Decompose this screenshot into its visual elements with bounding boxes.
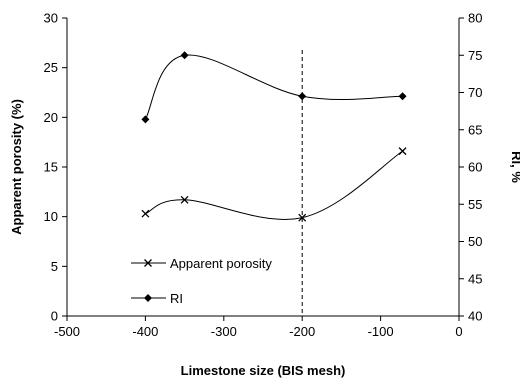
legend-marker-apparent-porosity — [144, 259, 152, 267]
y-right-tick-label: 55 — [468, 197, 482, 212]
series-group — [141, 51, 407, 222]
x-axis-title: Limestone size (BIS mesh) — [181, 363, 346, 378]
y-left-tick-label: 0 — [51, 309, 58, 324]
legend-label-ri: RI — [170, 291, 183, 306]
axes — [66, 18, 460, 317]
y-right-tick-label: 45 — [468, 271, 482, 286]
y-left-tick-label: 30 — [44, 11, 58, 26]
x-tick-label: -200 — [289, 324, 315, 339]
y-left-tick-label: 25 — [44, 60, 58, 75]
data-point-ri — [298, 92, 307, 101]
series-line-apparent-porosity — [145, 150, 403, 220]
legend: Apparent porosity RI — [131, 256, 272, 306]
y-left-tick-label: 10 — [44, 209, 58, 224]
x-tick-label: -300 — [211, 324, 237, 339]
y-axis-title-left: Apparent porosity (%) — [9, 99, 24, 235]
ticks: -500 -400 -300 -200 -100 0 0 5 10 15 20 25 30 40 45 50 5… — [44, 11, 483, 340]
x-tick-label: 0 — [455, 324, 462, 339]
x-tick-label: -100 — [368, 324, 394, 339]
x-tick-label: -400 — [132, 324, 158, 339]
y-right-tick-label: 75 — [468, 48, 482, 63]
data-point-ri — [180, 51, 189, 60]
y-right-tick-label: 80 — [468, 11, 482, 26]
x-tick-label: -500 — [54, 324, 80, 339]
series-line-ri — [144, 54, 403, 120]
y-left-tick-label: 20 — [44, 110, 58, 125]
y-right-tick-label: 40 — [468, 309, 482, 324]
data-point-apparent-porosity — [398, 147, 407, 156]
y-right-tick-label: 50 — [468, 234, 482, 249]
y-right-tick-label: 70 — [468, 85, 482, 100]
legend-label-apparent-porosity: Apparent porosity — [170, 256, 272, 271]
y-axis-title-right: RI, % — [509, 151, 520, 183]
data-point-apparent-porosity — [180, 195, 189, 204]
y-left-tick-label: 5 — [51, 259, 58, 274]
data-point-apparent-porosity — [141, 209, 150, 218]
y-left-tick-label: 15 — [44, 160, 58, 175]
y-right-tick-label: 65 — [468, 122, 482, 137]
y-right-tick-label: 60 — [468, 160, 482, 175]
data-point-ri — [398, 92, 407, 101]
data-point-apparent-porosity — [298, 213, 307, 222]
data-point-ri — [141, 115, 150, 124]
legend-marker-ri — [144, 294, 152, 302]
